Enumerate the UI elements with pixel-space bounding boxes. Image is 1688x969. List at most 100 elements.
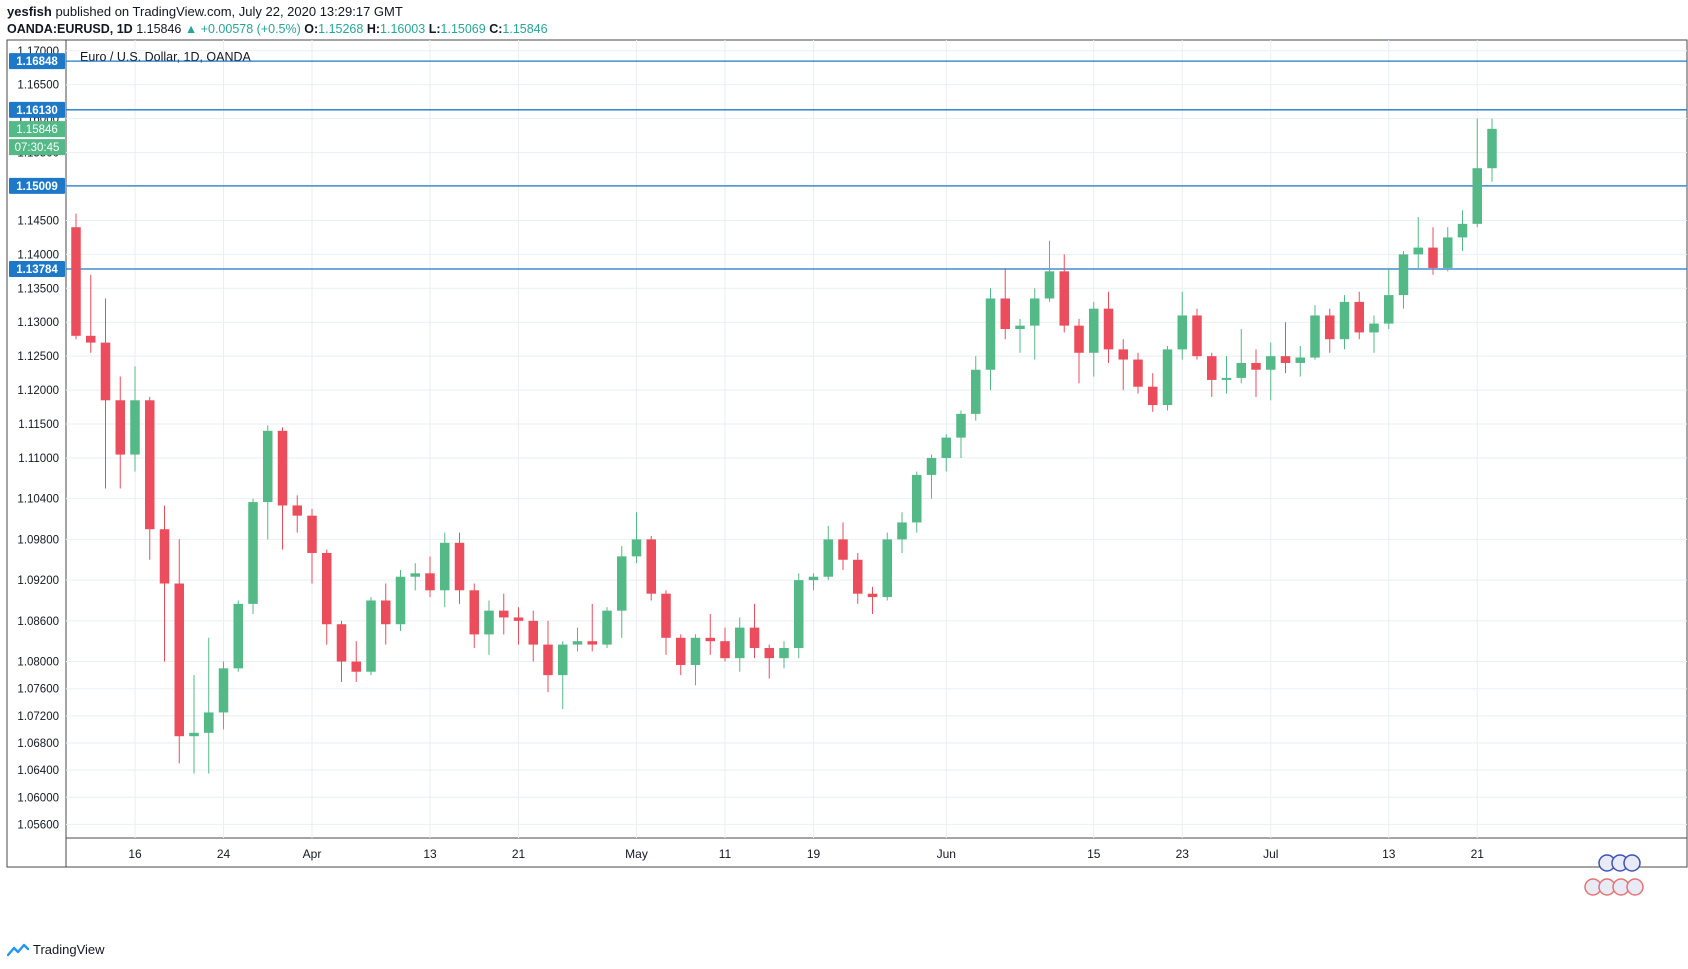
candle-body xyxy=(956,413,966,438)
candle-body xyxy=(631,539,642,557)
candle-body xyxy=(71,227,81,336)
y-tick-label: 1.05600 xyxy=(17,819,59,831)
tradingview-brand: TradingView xyxy=(33,942,105,957)
candle-body xyxy=(705,637,715,642)
current-price-badge: 1.15846 xyxy=(16,124,58,136)
candle-body xyxy=(602,610,612,645)
author-name[interactable]: yesfish xyxy=(7,4,52,19)
x-tick-label: Apr xyxy=(303,847,322,861)
x-tick-label: Jun xyxy=(937,847,956,861)
candle-body xyxy=(1339,301,1350,340)
chart-title: Euro / U.S. Dollar, 1D, OANDA xyxy=(80,50,252,64)
candle-body xyxy=(484,610,494,635)
candle-body xyxy=(794,580,804,648)
chart-frame xyxy=(6,39,1688,868)
level-badge: 1.15009 xyxy=(16,181,58,193)
candle-body xyxy=(587,641,597,645)
candle-body xyxy=(130,400,140,455)
low-value: 1.15069 xyxy=(440,22,486,36)
y-tick-label: 1.06400 xyxy=(17,765,59,777)
candle-body xyxy=(897,522,907,540)
candle-body xyxy=(218,668,229,713)
y-tick-label: 1.09200 xyxy=(17,575,59,587)
candle-body xyxy=(1059,271,1069,326)
y-tick-label: 1.06800 xyxy=(17,738,59,750)
candle-body xyxy=(469,590,479,635)
y-tick-label: 1.10400 xyxy=(17,494,59,506)
y-tick-label: 1.13500 xyxy=(17,283,59,295)
x-tick-label: 21 xyxy=(512,847,526,861)
candle-body xyxy=(926,457,937,475)
x-tick-label: 13 xyxy=(423,847,437,861)
tradingview-logo-icon xyxy=(7,943,29,956)
x-tick-label: 16 xyxy=(128,847,142,861)
candle-body xyxy=(336,624,347,662)
candle-body xyxy=(808,576,819,581)
candle-body xyxy=(204,712,214,733)
candle-body xyxy=(1000,298,1010,330)
countdown-badge-bg xyxy=(9,139,65,156)
candle-body xyxy=(1413,247,1423,255)
candle-body xyxy=(764,647,774,659)
y-tick-label: 1.11500 xyxy=(18,419,59,431)
candle-body xyxy=(867,593,878,598)
x-tick-label: 23 xyxy=(1176,847,1190,861)
candle-body xyxy=(985,298,996,370)
close-value: 1.15846 xyxy=(502,22,548,36)
candle-body xyxy=(823,539,833,577)
level-badge-bg xyxy=(9,53,65,70)
x-tick-label: 15 xyxy=(1087,847,1101,861)
event-marker-icon xyxy=(1626,878,1644,896)
candle-body xyxy=(735,627,745,659)
candle-body xyxy=(1398,254,1409,296)
high-label: H: xyxy=(366,22,381,36)
candle-body xyxy=(1457,223,1468,238)
open-value: 1.15268 xyxy=(318,22,364,36)
level-badge: 1.16848 xyxy=(16,56,58,68)
y-tick-label: 1.14000 xyxy=(17,249,59,261)
open-label: O: xyxy=(304,22,319,36)
candle-body xyxy=(1369,323,1379,333)
candle-body xyxy=(145,400,155,530)
candle-body xyxy=(1443,237,1453,268)
low-label: L: xyxy=(428,22,441,36)
candle-body xyxy=(1177,315,1187,350)
candle-body xyxy=(1074,325,1084,353)
candle-body xyxy=(1428,247,1438,268)
current-price-badge-bg xyxy=(9,121,65,138)
candle-body xyxy=(248,502,258,604)
candle-body xyxy=(366,600,376,672)
level-badge-bg xyxy=(9,177,65,194)
level-badge: 1.13784 xyxy=(16,264,58,276)
candle-body xyxy=(292,505,302,516)
candle-body xyxy=(882,539,892,598)
level-badge-bg xyxy=(9,101,65,118)
candle-body xyxy=(189,732,199,737)
candle-body xyxy=(1207,356,1217,380)
price-change: ▲ +0.00578 (+0.5%) xyxy=(184,22,301,36)
y-tick-label: 1.09800 xyxy=(17,534,59,546)
y-tick-label: 1.06000 xyxy=(17,792,59,804)
candle-body xyxy=(853,559,863,594)
y-tick-label: 1.07600 xyxy=(17,684,59,696)
countdown-badge: 07:30:45 xyxy=(15,142,60,154)
x-tick-label: 13 xyxy=(1382,847,1396,861)
candle-body xyxy=(277,430,288,506)
y-tick-label: 1.11000 xyxy=(18,453,59,465)
candle-body xyxy=(1487,128,1497,169)
footer-brand[interactable]: TradingView xyxy=(7,942,105,957)
candle-body xyxy=(1325,315,1335,340)
y-tick-label: 1.12500 xyxy=(17,351,59,363)
candle-body xyxy=(1472,168,1482,224)
x-tick-label: 11 xyxy=(719,847,732,861)
candle-body xyxy=(1133,359,1143,387)
candle-body xyxy=(410,573,420,577)
candle-body xyxy=(513,617,524,621)
candle-body xyxy=(322,552,332,625)
symbol-name[interactable]: OANDA:EURUSD, 1D xyxy=(7,22,133,36)
candle-body xyxy=(1030,298,1040,326)
symbol-header: OANDA:EURUSD, 1D 1.15846 ▲ +0.00578 (+0.… xyxy=(7,22,548,36)
candle-body xyxy=(425,573,435,591)
candle-body xyxy=(159,529,170,584)
